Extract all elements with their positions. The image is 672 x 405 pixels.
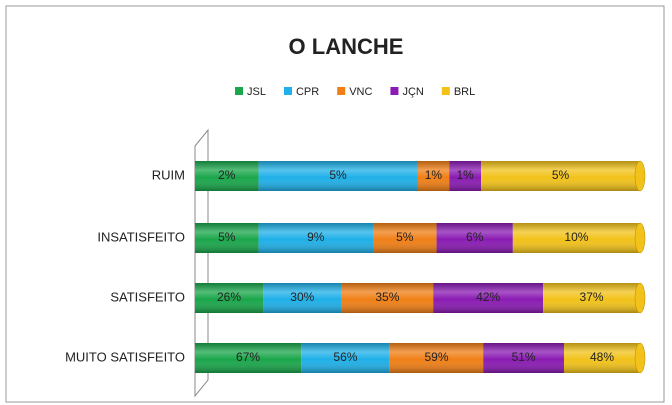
data-label: 5% [396,230,414,244]
bar-shade [512,223,640,253]
data-label: 67% [236,350,260,364]
data-label: 37% [580,290,604,304]
category-label: MUITO SATISFEITO [65,349,185,364]
category-label: INSATISFEITO [97,229,185,244]
bar-shade [433,283,544,313]
bar-end [634,282,646,314]
legend-label: BRL [454,86,475,98]
bar-shade [195,223,259,253]
bar-shade [483,343,564,373]
legend-label: VNC [349,86,372,98]
bar-shade [195,283,264,313]
data-label: 26% [217,290,241,304]
bar-shade [195,343,302,373]
bar-shade [449,161,482,191]
data-label: 56% [333,350,357,364]
data-label: 5% [329,168,347,182]
data-label: 42% [476,290,500,304]
data-label: 5% [218,230,236,244]
legend-swatch [235,87,243,95]
data-label: 10% [564,230,588,244]
bar-end [634,160,646,192]
bar-shade [563,343,640,373]
bar-shade [258,223,373,253]
bar-shade [481,161,640,191]
data-label: 9% [307,230,325,244]
bar-shade [543,283,640,313]
data-label: 35% [375,290,399,304]
bar-shade [341,283,434,313]
data-label: 30% [290,290,314,304]
data-label: 2% [218,168,236,182]
bar-end [634,342,646,374]
data-label: 59% [424,350,448,364]
chart-title: O LANCHE [289,34,404,59]
legend-swatch [390,87,399,95]
bar-end [634,222,646,254]
data-label: 48% [590,350,614,364]
data-label: 5% [552,168,570,182]
bar-shade [258,161,418,191]
bar-shade [301,343,390,373]
legend-label: CPR [296,86,319,98]
legend-swatch [337,87,346,95]
legend-swatch [283,87,292,95]
legend-label: JSL [247,86,266,98]
bar-shade [389,343,484,373]
data-label: 1% [425,168,443,182]
legend-swatch [441,87,450,95]
bar-shade [263,283,342,313]
bar-shade [195,161,259,191]
data-label: 6% [466,230,484,244]
bar-shade [373,223,437,253]
bar-shade [436,223,513,253]
data-label: 51% [512,350,536,364]
chart-border [5,5,665,403]
bar-shade [417,161,450,191]
data-label: 1% [457,168,475,182]
category-label: SATISFEITO [110,289,185,304]
category-label: RUIM [152,167,185,182]
legend-label: JÇN [402,86,423,98]
